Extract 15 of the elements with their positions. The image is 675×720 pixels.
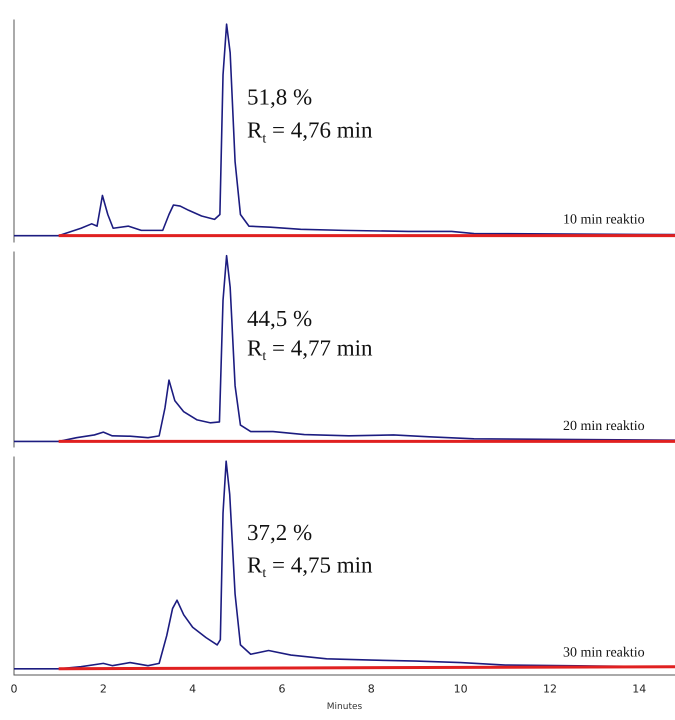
x-tick-label: 12 — [542, 682, 557, 696]
annotation: 30 min reaktio — [563, 646, 645, 661]
x-tick-label: 8 — [368, 682, 375, 696]
annotation: 51,8 % — [247, 84, 312, 110]
x-axis-title: Minutes — [326, 702, 363, 712]
x-tick-label: 0 — [10, 682, 18, 696]
annotation: 37,2 % — [247, 520, 312, 545]
x-tick-label: 4 — [189, 682, 196, 696]
annotation: 20 min reaktio — [563, 418, 645, 434]
x-tick-label: 6 — [278, 682, 286, 696]
x-tick-label: 2 — [100, 682, 107, 696]
x-tick-label: 14 — [632, 682, 646, 696]
annotation: 10 min reaktio — [563, 212, 645, 228]
x-tick-label: 10 — [454, 682, 468, 696]
annotation: 44,5 % — [247, 306, 312, 332]
